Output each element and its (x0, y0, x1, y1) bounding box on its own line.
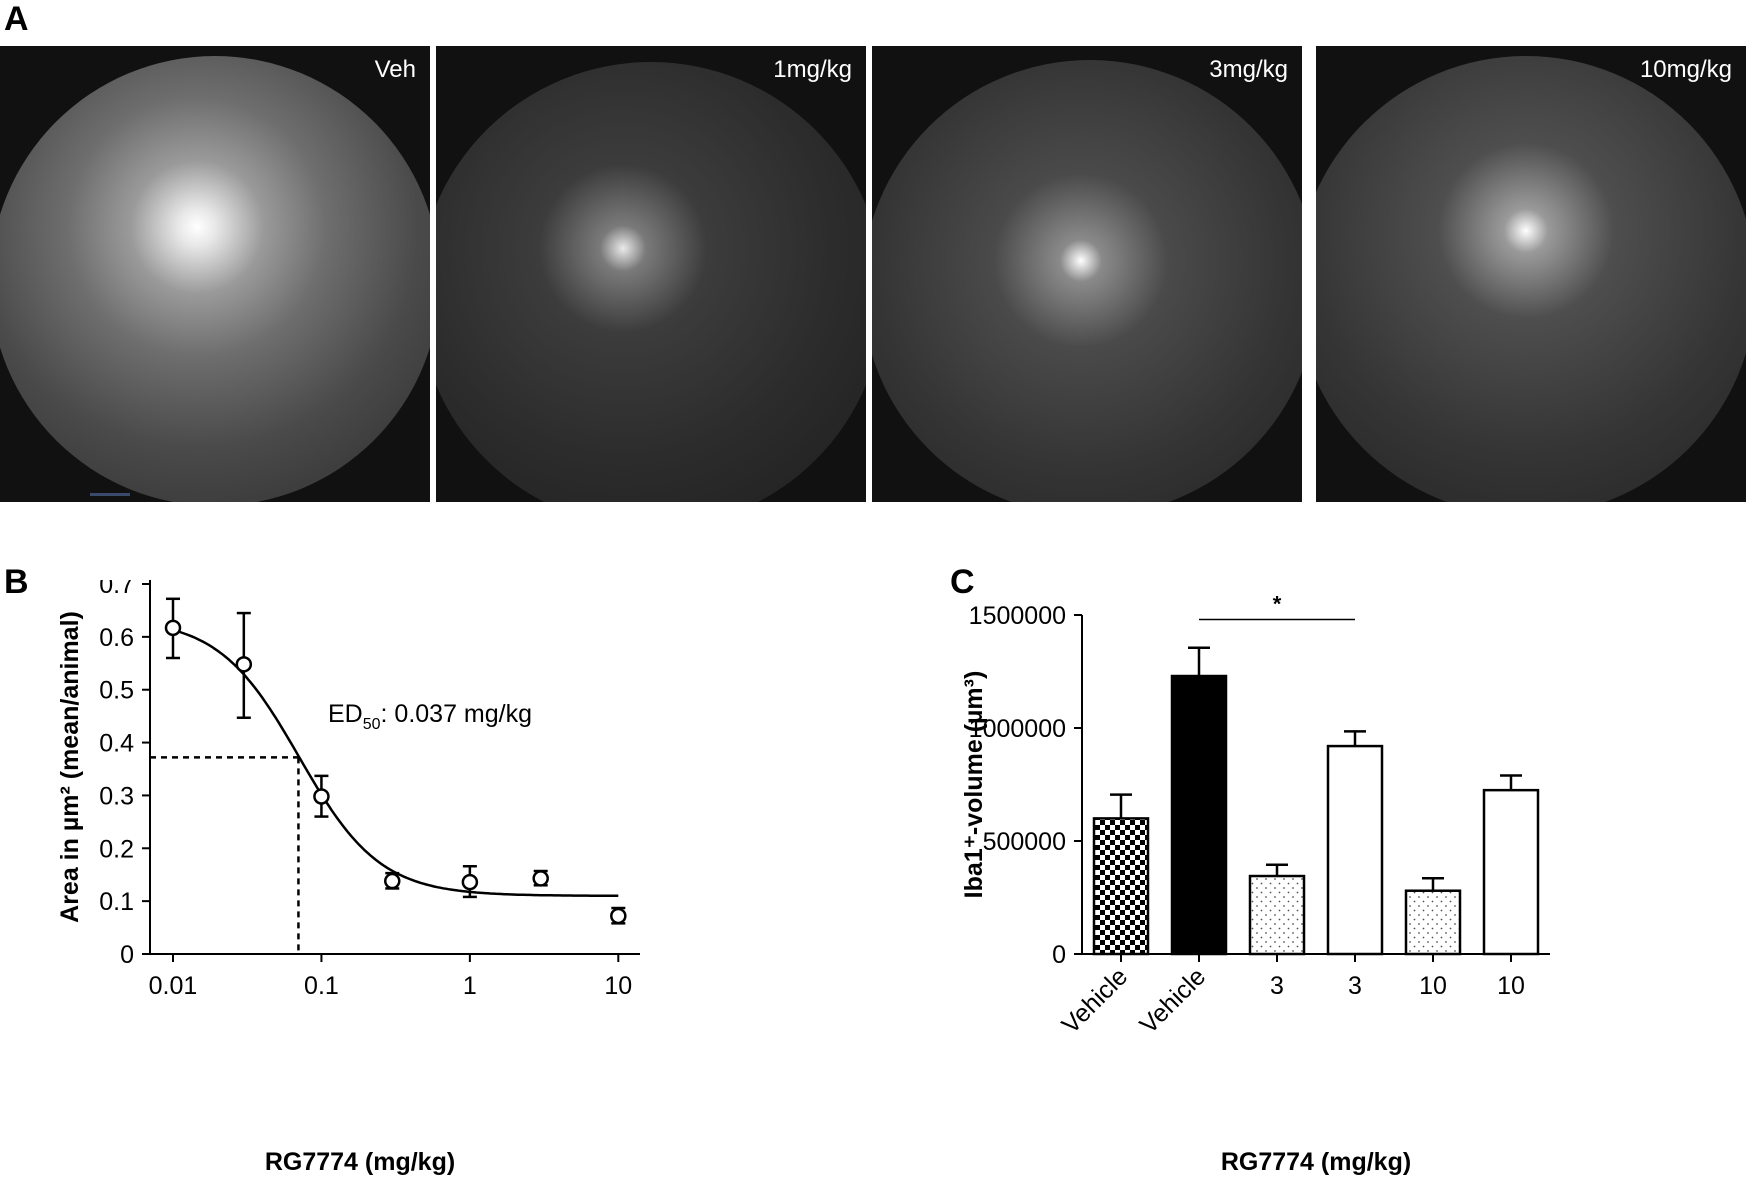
x-tick-label: Vehicle (1056, 962, 1133, 1039)
x-axis-label: RG7774 (mg/kg) (1221, 1148, 1411, 1176)
fundus-image-1mgkg: 1mg/kg (436, 46, 866, 502)
data-point (384, 872, 401, 890)
panel-letter-b: B (4, 563, 29, 601)
dose-label: 3mg/kg (1209, 56, 1288, 83)
x-tick-label: 0.01 (149, 972, 198, 1000)
fundus-disc (1316, 56, 1746, 502)
bar (1170, 674, 1228, 956)
significance-label: * (1273, 592, 1282, 617)
panel-letter-a: A (4, 0, 29, 38)
y-tick-label: 500000 (983, 828, 1066, 856)
x-tick-label: 10 (1497, 972, 1525, 1000)
y-tick-label: 0 (120, 941, 134, 969)
y-tick-label: 0.3 (99, 782, 134, 810)
data-point (313, 788, 330, 805)
data-point (532, 870, 549, 887)
bar (1092, 817, 1150, 956)
fundus-disc (436, 62, 866, 502)
x-tick-label: 1 (463, 972, 477, 1000)
bar (1404, 889, 1462, 956)
y-tick-label: 0.5 (99, 677, 134, 705)
dose-label: 10mg/kg (1639, 56, 1732, 83)
bar (1326, 744, 1384, 956)
y-tick-label: 0.7 (99, 580, 134, 599)
dose-label: Veh (374, 56, 416, 83)
fundus-image-10mgkg: 10mg/kg (1316, 46, 1746, 502)
ed50-annotation: ED50: 0.037 mg/kg (328, 700, 532, 733)
data-point (610, 907, 627, 925)
data-point (461, 873, 479, 891)
scale-marker (90, 493, 130, 496)
y-tick-label: 0.6 (99, 624, 134, 652)
y-tick-label: 0.1 (99, 888, 134, 916)
x-tick-label: Vehicle (1134, 962, 1211, 1039)
data-point (164, 619, 182, 637)
y-tick-label: 0.4 (99, 730, 134, 758)
bar (1482, 788, 1540, 956)
data-point (235, 656, 253, 673)
x-tick-label: 10 (604, 972, 632, 1000)
iba1-bar-chart: 0 500000 1000000 1500000 Vehicle Vehicle 3 3 10 1… (960, 592, 1550, 1176)
x-axis-label: RG7774 (mg/kg) (265, 1148, 455, 1176)
x-tick-label: 3 (1348, 972, 1362, 1000)
fundus-image-3mgkg: 3mg/kg (872, 46, 1302, 502)
dose-response-chart: 0 0.1 0.2 0.3 0.4 0.5 0.6 0.7 0.01 0.1 1 10 RG7774 (… (56, 580, 640, 1176)
y-axis-label: Iba1⁺-volume (µm³) (960, 671, 988, 899)
fundus-disc (0, 56, 430, 502)
x-tick-label: 10 (1419, 972, 1447, 1000)
fundus-image-veh: Veh (0, 46, 430, 502)
panel-letter-c: C (950, 563, 975, 601)
y-tick-label: 1500000 (969, 602, 1066, 630)
y-tick-label: 0.2 (99, 835, 134, 863)
x-tick-label: 3 (1270, 972, 1284, 1000)
y-tick-label: 1000000 (969, 715, 1066, 743)
fundus-disc (872, 60, 1302, 502)
y-axis-label: Area in µm² (mean/animal) (56, 611, 84, 923)
bar (1248, 874, 1306, 956)
y-tick-label: 0 (1052, 941, 1066, 969)
dose-label: 1mg/kg (773, 56, 852, 83)
x-tick-label: 0.1 (304, 972, 339, 1000)
